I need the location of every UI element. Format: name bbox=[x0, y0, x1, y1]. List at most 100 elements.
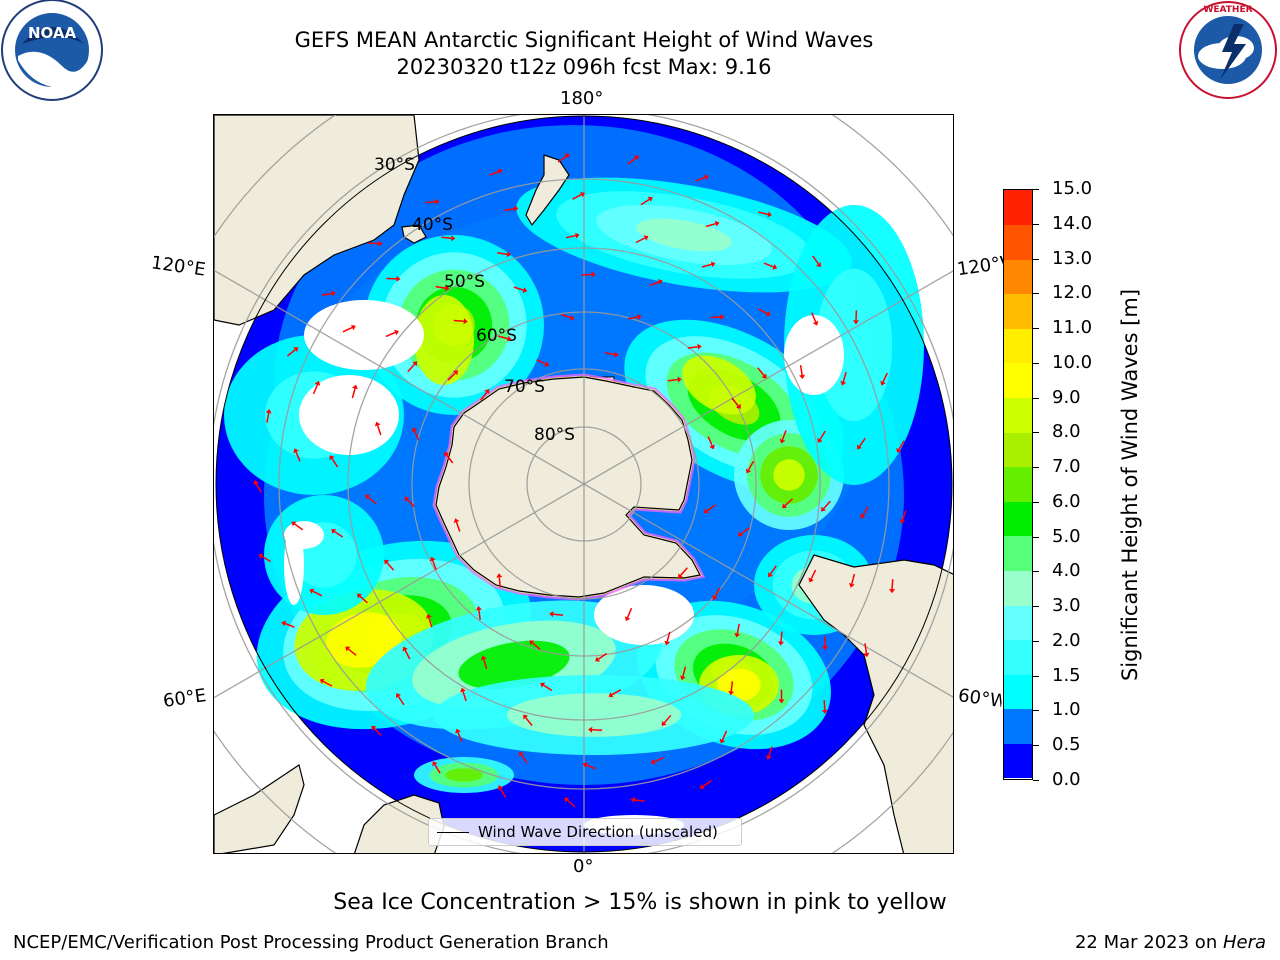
wind-wave-arrow bbox=[769, 565, 777, 575]
colorbar-segment bbox=[1004, 501, 1032, 537]
wind-wave-arrow bbox=[811, 312, 817, 323]
wind-wave-arrow bbox=[581, 273, 592, 276]
wave-height-band bbox=[458, 640, 570, 690]
wind-wave-arrow bbox=[627, 316, 638, 320]
wind-wave-arrow bbox=[682, 666, 687, 677]
colorbar-tick-label: 2.0 bbox=[1052, 629, 1081, 651]
wind-wave-arrow bbox=[586, 764, 596, 770]
colorbar-tick-label: 8.0 bbox=[1052, 421, 1081, 443]
colorbar-segment bbox=[1004, 570, 1032, 606]
wind-wave-arrow bbox=[864, 643, 868, 654]
colorbar-tick-label: 4.0 bbox=[1052, 560, 1081, 582]
wind-wave-arrowhead bbox=[772, 264, 778, 270]
wave-height-band bbox=[773, 459, 805, 491]
wind-wave-arrow bbox=[359, 595, 368, 604]
wind-wave-arrow bbox=[842, 371, 847, 383]
wind-wave-arrowhead bbox=[522, 287, 528, 293]
wind-wave-arrow bbox=[261, 555, 271, 563]
meridian-line bbox=[583, 483, 953, 698]
wind-wave-arrow bbox=[561, 313, 572, 319]
wind-wave-arrow bbox=[653, 757, 664, 763]
wind-wave-arrowhead bbox=[569, 314, 575, 321]
wind-wave-arrow bbox=[406, 499, 416, 508]
wind-wave-arrowhead bbox=[703, 508, 709, 514]
wind-wave-arrow bbox=[295, 451, 301, 462]
colorbar-segment bbox=[1004, 674, 1032, 710]
wind-wave-arrowhead bbox=[365, 494, 371, 500]
wind-wave-arrowhead bbox=[444, 451, 450, 457]
wind-wave-arrow bbox=[626, 607, 633, 618]
wind-wave-arrowhead bbox=[293, 347, 299, 352]
wind-wave-arrowhead bbox=[745, 468, 752, 474]
map-boundary bbox=[215, 115, 953, 853]
wind-wave-arrowhead bbox=[281, 620, 287, 627]
wind-wave-arrow bbox=[525, 717, 533, 726]
wind-wave-arrow bbox=[736, 623, 741, 634]
wind-wave-arrow bbox=[333, 530, 344, 538]
date-text: 22 Mar 2023 on bbox=[1074, 932, 1223, 953]
wind-wave-arrowhead bbox=[661, 721, 667, 726]
chart-title: GEFS MEAN Antarctic Significant Height o… bbox=[294, 28, 874, 52]
wind-wave-arrow bbox=[462, 691, 467, 702]
colorbar-tick-label: 14.0 bbox=[1052, 212, 1093, 234]
colorbar-tick bbox=[1033, 467, 1039, 469]
wind-wave-arrowhead bbox=[799, 374, 805, 379]
wind-wave-arrowhead bbox=[460, 687, 466, 693]
wind-wave-arrowhead bbox=[519, 751, 524, 757]
wind-wave-arrow bbox=[457, 732, 463, 742]
wind-wave-arrowhead bbox=[564, 797, 570, 803]
tasmania-landmass bbox=[401, 224, 427, 244]
colorbar-tick-label: 7.0 bbox=[1052, 456, 1081, 478]
wind-wave-arrowhead bbox=[889, 589, 896, 594]
wind-wave-arrowhead bbox=[463, 318, 468, 325]
wind-wave-arrow bbox=[565, 234, 576, 239]
colorbar-tick-label: 6.0 bbox=[1052, 490, 1081, 512]
wind-wave-arrowhead bbox=[291, 521, 297, 527]
wind-wave-arrow bbox=[823, 699, 826, 711]
nws-logo: WEATHER bbox=[1176, 0, 1280, 104]
wind-wave-arrow bbox=[768, 746, 773, 757]
wind-wave-arrowhead bbox=[880, 380, 886, 386]
colorbar-tick bbox=[1033, 397, 1039, 399]
wind-wave-arrow bbox=[634, 799, 645, 803]
wind-wave-arrowhead bbox=[761, 373, 767, 379]
colorbar-tick bbox=[1033, 745, 1039, 747]
wind-wave-arrowhead bbox=[384, 559, 390, 565]
colorbar-tick-label: 1.5 bbox=[1052, 664, 1081, 686]
wind-wave-arrowhead bbox=[331, 290, 336, 297]
colorbar-segment bbox=[1004, 293, 1032, 329]
wind-wave-arrow bbox=[351, 388, 356, 399]
wind-wave-arrowhead bbox=[860, 513, 866, 519]
wind-wave-arrow bbox=[294, 523, 304, 531]
wind-wave-arrow bbox=[851, 573, 856, 584]
wind-wave-arrowhead bbox=[840, 380, 847, 386]
wind-wave-arrow bbox=[627, 157, 637, 165]
wind-wave-arrowhead bbox=[848, 583, 855, 588]
wind-wave-arrowhead bbox=[411, 427, 418, 433]
colorbar-segment bbox=[1004, 639, 1032, 675]
colorbar-segment bbox=[1004, 224, 1032, 260]
wind-wave-arrow bbox=[404, 649, 411, 660]
wind-wave-arrow bbox=[553, 613, 564, 617]
wind-wave-arrow bbox=[812, 255, 820, 265]
wind-wave-arrowhead bbox=[293, 448, 299, 454]
wind-wave-arrowhead bbox=[331, 529, 336, 534]
wind-wave-arrowhead bbox=[738, 531, 743, 537]
lon-label-120e: 120°E bbox=[149, 252, 207, 281]
latitude-label: 70°S bbox=[504, 377, 545, 397]
wind-wave-arrowhead bbox=[395, 693, 401, 699]
colorbar-tick bbox=[1033, 571, 1039, 573]
noaa-logo-text: NOAA bbox=[28, 24, 77, 42]
wind-wave-arrowhead bbox=[588, 726, 593, 733]
wind-wave-arrowhead bbox=[402, 646, 408, 652]
wind-wave-arrowhead bbox=[484, 389, 490, 394]
sea-ice-note: Sea Ice Concentration > 15% is shown in … bbox=[333, 890, 947, 915]
wind-wave-arrowhead bbox=[309, 588, 315, 594]
wind-wave-arrowhead bbox=[728, 691, 735, 696]
wind-wave-arrow bbox=[757, 367, 765, 376]
colorbar-segment bbox=[1004, 259, 1032, 295]
wind-wave-arrow bbox=[882, 372, 888, 383]
no-data-area bbox=[284, 525, 304, 605]
wind-wave-arrowhead bbox=[529, 640, 535, 646]
wave-height-band bbox=[445, 768, 483, 782]
